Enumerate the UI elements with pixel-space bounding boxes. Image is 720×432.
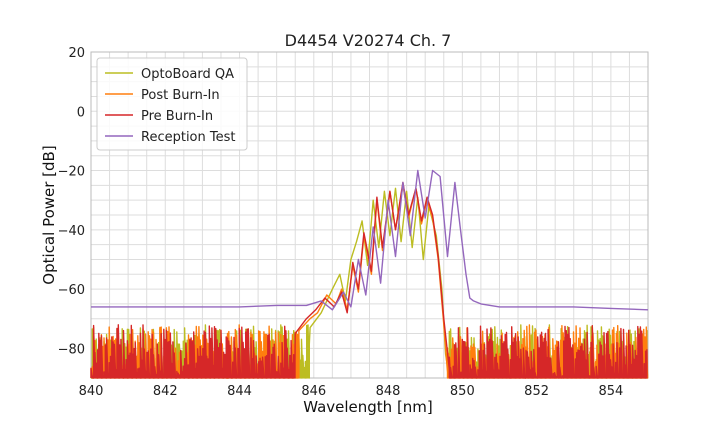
legend-label: Pre Burn-In: [141, 109, 213, 124]
y-tick-label: −40: [58, 224, 85, 239]
y-tick-label: −20: [58, 165, 85, 180]
x-tick-label: 842: [153, 384, 178, 399]
y-tick-label: 0: [77, 105, 85, 120]
x-tick-label: 846: [301, 384, 326, 399]
legend: OptoBoard QA Post Burn-In Pre Burn-In Recep…: [96, 57, 248, 151]
x-tick-label: 850: [450, 384, 475, 399]
legend-label: Post Burn-In: [141, 88, 220, 103]
series-layer: [90, 169, 649, 379]
chart-title: D4454 V20274 Ch. 7: [285, 31, 452, 50]
legend-box: [96, 57, 248, 151]
y-axis-title: Optical Power [dB]: [40, 145, 58, 284]
x-tick-label: 852: [524, 384, 549, 399]
legend-label: Reception Test: [141, 130, 235, 145]
x-tick-label: 848: [376, 384, 401, 399]
plot-area: [90, 51, 649, 379]
series-line-pre-burn-in: [90, 181, 648, 379]
x-tick-label: 854: [598, 384, 623, 399]
y-tick-label: −80: [58, 342, 85, 357]
series-line-reception-test: [91, 169, 649, 311]
legend-label: OptoBoard QA: [141, 67, 234, 82]
x-tick-label: 844: [227, 384, 252, 399]
tick-labels: 840 842 844 846 848 850 852 854 20 0 −20 −40 −60 −80: [58, 46, 624, 399]
x-tick-label: 840: [79, 384, 104, 399]
y-tick-label: 20: [68, 46, 85, 61]
x-axis-title: Wavelength [nm]: [303, 398, 433, 416]
y-tick-label: −60: [58, 283, 85, 298]
